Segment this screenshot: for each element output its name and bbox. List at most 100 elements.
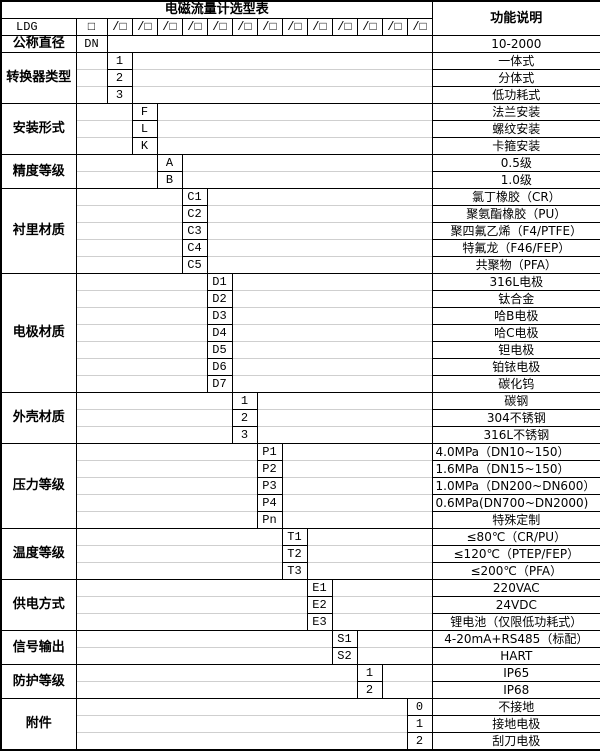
row-dn-DN: 公称直径 DN 10-2000 <box>0 35 600 53</box>
desc-cell: ≤200℃（PFA） <box>431 562 600 580</box>
page-title: 电磁流量计选型表 <box>0 0 433 19</box>
code-cell: S2 <box>331 647 358 665</box>
empty-cell <box>76 307 207 325</box>
desc-cell: 一体式 <box>431 52 600 70</box>
empty-cell <box>182 154 433 172</box>
empty-cell <box>357 630 433 648</box>
code-cell: 2 <box>406 732 433 751</box>
row-liner-C1: 衬里材质 C1 氯丁橡胶（CR） <box>0 188 600 274</box>
model-prefix: LDG <box>0 18 77 36</box>
desc-cell: HART <box>431 647 600 665</box>
empty-cell <box>332 613 433 631</box>
code-cell: C2 <box>181 205 208 223</box>
empty-cell <box>282 477 433 495</box>
empty-cell <box>76 630 332 648</box>
desc-cell: 特殊定制 <box>431 511 600 529</box>
code-cell: T1 <box>281 528 308 546</box>
empty-cell <box>132 86 433 104</box>
empty-cell <box>76 698 407 716</box>
empty-cell <box>76 86 107 104</box>
row-installation-F: 安装形式 F 法兰安装 <box>0 103 600 155</box>
row-electrode-D7: D7 碳化钨 <box>1 375 600 393</box>
category-dn: 公称直径 <box>0 35 77 53</box>
row-accessory-1: 1 接地电极 <box>1 715 600 733</box>
desc-cell: 4.0MPa（DN10~150） <box>431 443 600 461</box>
model-slot: /□ <box>231 18 258 36</box>
empty-cell <box>76 188 182 206</box>
row-signal-S2: S2 HART <box>1 647 600 665</box>
desc-cell: 1.0级 <box>431 171 600 189</box>
code-cell: 1 <box>356 664 383 682</box>
model-slot: /□ <box>306 18 333 36</box>
empty-cell <box>307 545 433 563</box>
empty-cell <box>76 579 307 597</box>
desc-cell: 聚氨酯橡胶（PU） <box>431 205 600 223</box>
empty-cell <box>207 222 433 240</box>
code-cell: T2 <box>281 545 308 563</box>
empty-cell <box>157 120 433 138</box>
row-temperature-T3: T3 ≤200℃（PFA） <box>1 562 600 580</box>
empty-cell <box>76 137 132 155</box>
row-pressure-Pn: Pn 特殊定制 <box>1 511 600 529</box>
code-cell: 0 <box>406 698 433 716</box>
category-electrode: 电极材质 <box>0 273 77 393</box>
desc-cell: 卡箍安装 <box>431 137 600 155</box>
row-electrode-D3: D3 哈B电极 <box>1 307 600 325</box>
empty-cell <box>207 239 433 257</box>
code-cell: 1 <box>231 392 258 410</box>
code-cell: E1 <box>306 579 333 597</box>
row-pressure-P2: P2 1.6MPa（DN15~150） <box>1 460 600 478</box>
row-installation-L: L 螺纹安装 <box>1 120 600 138</box>
empty-cell <box>257 409 433 427</box>
desc-cell: 聚四氟乙烯（F4/PTFE） <box>431 222 600 240</box>
empty-cell <box>76 426 232 444</box>
code-cell: C4 <box>181 239 208 257</box>
row-temperature-T1: 温度等级 T1 ≤80℃（CR/PU） <box>0 528 600 580</box>
row-accessory-0: 附件 0 不接地 <box>0 698 600 751</box>
code-cell: P1 <box>256 443 283 461</box>
model-slot: /□ <box>131 18 158 36</box>
empty-cell <box>76 341 207 359</box>
code-cell: P4 <box>256 494 283 512</box>
empty-cell <box>76 273 207 291</box>
model-slot: /□ <box>256 18 283 36</box>
empty-cell <box>76 596 307 614</box>
row-pressure-P3: P3 1.0MPa（DN200~DN600） <box>1 477 600 495</box>
empty-cell <box>76 528 282 546</box>
row-electrode-D2: D2 钛合金 <box>1 290 600 308</box>
model-slot: /□ <box>106 18 133 36</box>
code-cell: A <box>156 154 183 172</box>
category-converter-type: 转换器类型 <box>0 52 77 104</box>
code-cell: D2 <box>206 290 233 308</box>
empty-cell <box>76 154 157 172</box>
empty-cell <box>232 324 433 342</box>
code-cell: P2 <box>256 460 283 478</box>
empty-cell <box>107 35 433 53</box>
model-slot: /□ <box>281 18 308 36</box>
row-protection-1: 防护等级 1 IP65 <box>0 664 600 699</box>
code-cell: 3 <box>106 86 133 104</box>
empty-cell <box>307 562 433 580</box>
desc-cell: IP68 <box>431 681 600 699</box>
row-accuracy-B: B 1.0级 <box>1 171 600 189</box>
desc-cell: 24VDC <box>431 596 600 614</box>
category-accuracy: 精度等级 <box>0 154 77 189</box>
code-cell: P3 <box>256 477 283 495</box>
row-electrode-D6: D6 铂铱电极 <box>1 358 600 376</box>
empty-cell <box>207 256 433 274</box>
row-signal-S1: 信号输出 S1 4-20mA+RS485（标配） <box>0 630 600 665</box>
empty-cell <box>76 52 107 70</box>
row-accessory-2: 2 刮刀电极 <box>1 732 600 751</box>
model-slot: /□ <box>381 18 408 36</box>
desc-cell: 碳钢 <box>431 392 600 410</box>
desc-cell: 0.5级 <box>431 154 600 172</box>
model-slot: /□ <box>206 18 233 36</box>
desc-cell: 法兰安装 <box>431 103 600 121</box>
model-slot: /□ <box>406 18 433 36</box>
desc-cell: 特氟龙（F46/FEP） <box>431 239 600 257</box>
category-temperature: 温度等级 <box>0 528 77 580</box>
category-pressure: 压力等级 <box>0 443 77 529</box>
row-liner-C5: C5 共聚物（PFA） <box>1 256 600 274</box>
row-liner-C2: C2 聚氨酯橡胶（PU） <box>1 205 600 223</box>
empty-cell <box>76 732 407 750</box>
